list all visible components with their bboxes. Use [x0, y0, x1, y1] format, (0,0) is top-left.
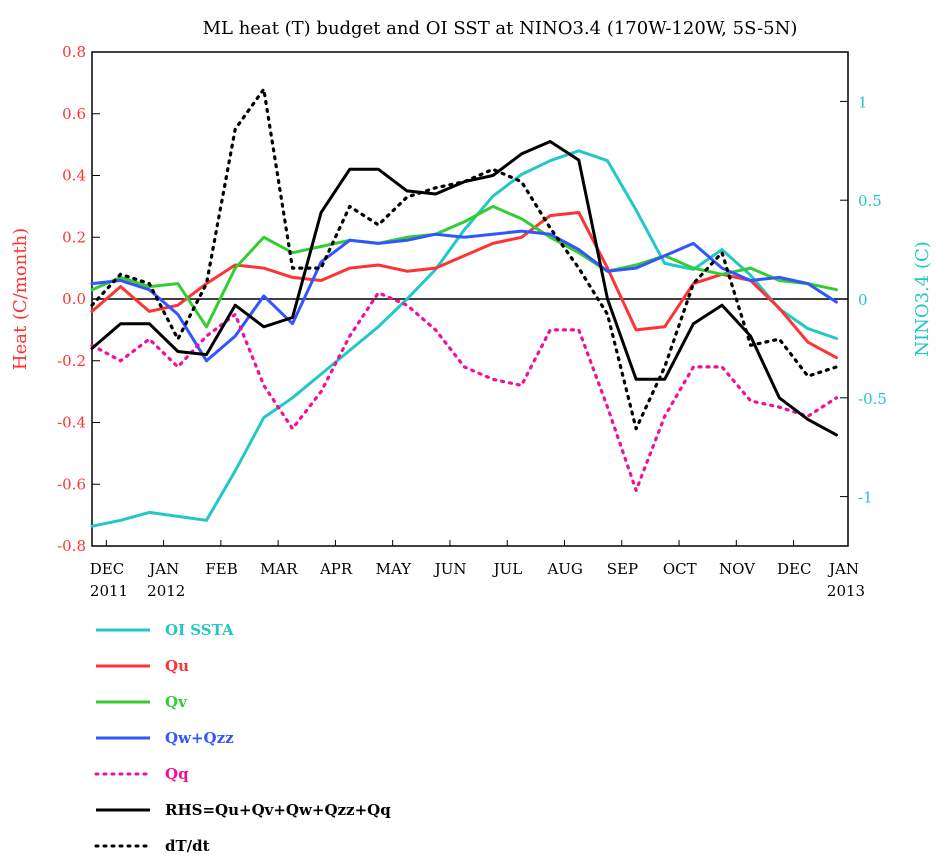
series-line-qq — [90, 291, 839, 492]
x-tick-label: JAN — [147, 560, 179, 578]
y-tick-label: 0.0 — [62, 290, 86, 308]
legend-label: Qq — [165, 765, 189, 783]
legend-label: RHS=Qu+Qv+Qw+Qzz+Qq — [165, 801, 391, 819]
y-tick-label: -0.6 — [57, 475, 86, 493]
x-tick-label: OCT — [663, 560, 697, 578]
x-tick-label: AUG — [546, 560, 582, 578]
x-tick-year-label: 2013 — [827, 582, 865, 600]
y-tick-label: 0.6 — [62, 105, 86, 123]
series-line-dt-dt — [90, 87, 839, 431]
x-tick-label: FEB — [205, 560, 237, 578]
legend-label: Qw+Qzz — [165, 729, 234, 747]
x-tick-label: JUL — [492, 560, 523, 578]
y2-tick-label: -1 — [858, 489, 873, 507]
y2-tick-label: -0.5 — [858, 390, 887, 408]
series-line-qv — [90, 204, 838, 329]
plot-area: -0.8 -0.6 -0.4 -0.2 0.0 0.2 0.4 0.6 0.8 -1 -0.5 0 0.… — [57, 43, 887, 600]
chart-title: ML heat (T) budget and OI SST at NINO3.4… — [203, 18, 798, 39]
x-tick-label: SEP — [607, 560, 638, 578]
x-tick-label: JAN — [827, 560, 859, 578]
y2-tick-label: 1 — [858, 93, 868, 111]
y-tick-label: 0.4 — [62, 167, 86, 185]
legend-label: dT/dt — [165, 837, 210, 855]
series-line-oi-ssta — [90, 149, 838, 528]
y-tick-label: 0.2 — [62, 228, 86, 246]
x-tick-label: DEC — [777, 560, 811, 578]
y-axis-label: Heat (C/month) — [10, 228, 31, 370]
y-tick-label: 0.8 — [62, 43, 86, 61]
x-tick-label: MAY — [376, 560, 413, 578]
legend: OI SSTA Qu Qv Qw+Qzz Qq RHS=Qu+Qv+Qw+Qzz+Qq dT… — [94, 621, 391, 855]
x-tick-label: JUN — [433, 560, 467, 578]
legend-label: Qv — [165, 693, 188, 711]
series-line-qw-qzz — [90, 229, 838, 363]
x-tick-label: DEC — [90, 560, 124, 578]
y2-axis-label: NINO3.4 (C) — [912, 241, 933, 357]
y2-tick-label: 0 — [858, 291, 868, 309]
x-tick-year-label: 2011 — [90, 582, 128, 600]
y-tick-label: -0.2 — [57, 352, 86, 370]
legend-label: Qu — [165, 657, 189, 675]
series-line-qu — [90, 211, 838, 360]
x-tick-label: APR — [319, 560, 353, 578]
y-tick-label: -0.4 — [57, 414, 86, 432]
y-tick-label: -0.8 — [57, 537, 86, 555]
legend-label: OI SSTA — [165, 621, 234, 639]
x-tick-label: MAR — [260, 560, 298, 578]
x-tick-year-label: 2012 — [147, 582, 185, 600]
y2-tick-label: 0.5 — [858, 192, 882, 210]
x-tick-label: NOV — [719, 560, 756, 578]
